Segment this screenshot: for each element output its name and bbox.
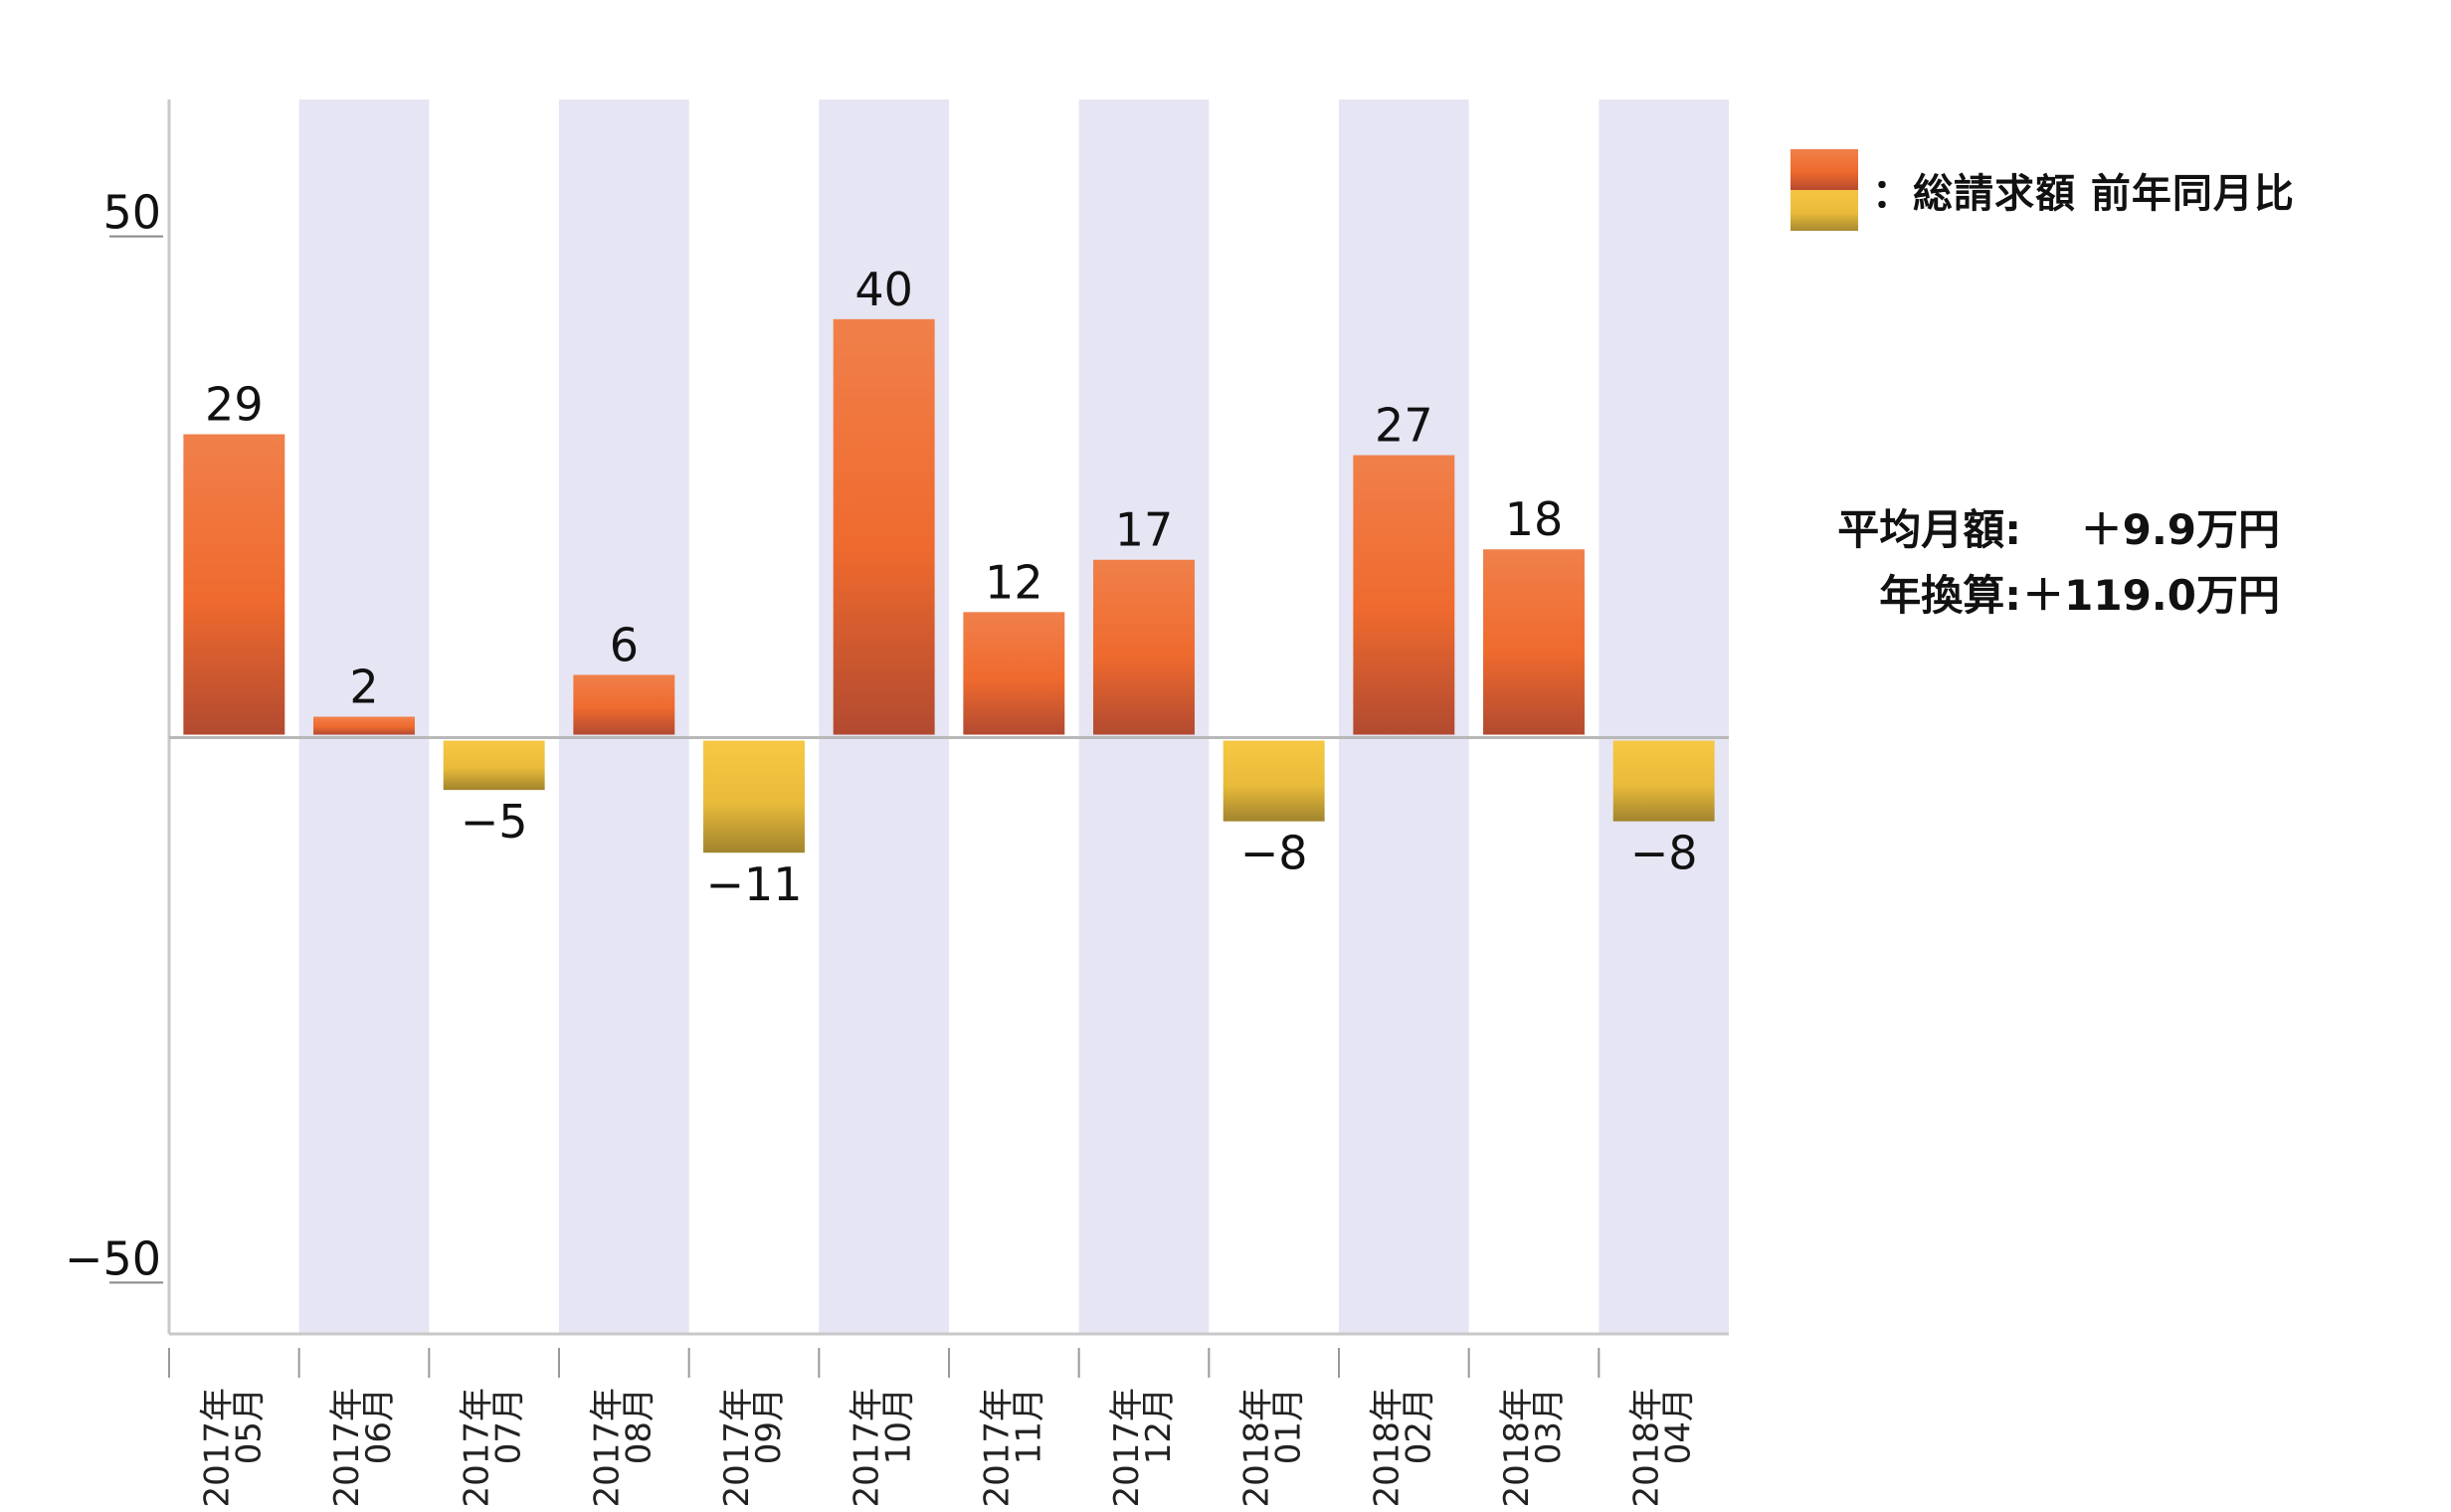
svg-text:12月: 12月 xyxy=(1139,1388,1179,1464)
legend: ：総請求額 前年同月比 xyxy=(1791,149,2295,231)
data-label: 17 xyxy=(1115,503,1174,557)
data-label: 40 xyxy=(854,263,913,316)
legend-label: ：総請求額 前年同月比 xyxy=(1872,171,2295,217)
data-label: −8 xyxy=(1630,827,1698,880)
bar xyxy=(443,740,545,791)
average-label: 平均月額: xyxy=(1837,505,2021,554)
svg-text:2017年: 2017年 xyxy=(587,1388,627,1508)
svg-text:2017年: 2017年 xyxy=(1107,1388,1147,1508)
bar xyxy=(183,434,285,735)
average-row: 平均月額: ＋9.9万円 xyxy=(1792,497,2280,563)
svg-text:2018年: 2018年 xyxy=(1497,1388,1537,1508)
svg-text:03月: 03月 xyxy=(1529,1388,1569,1464)
data-label: 29 xyxy=(205,378,264,432)
data-label: 12 xyxy=(985,555,1043,609)
svg-text:07月: 07月 xyxy=(489,1388,529,1464)
background-band xyxy=(1599,99,1729,1334)
bar xyxy=(313,716,415,735)
annual-label: 年換算: xyxy=(1879,571,2021,620)
data-label: −11 xyxy=(705,857,802,911)
y-tick-label: −50 xyxy=(65,1231,161,1285)
svg-text:2018年: 2018年 xyxy=(1367,1388,1407,1508)
legend-swatch xyxy=(1791,149,1858,231)
bar xyxy=(1483,549,1585,735)
bar xyxy=(1093,559,1195,735)
bar xyxy=(1223,740,1325,822)
data-label: 2 xyxy=(349,661,378,714)
annual-value: ＋119.0万円 xyxy=(2022,571,2280,620)
svg-text:06月: 06月 xyxy=(359,1388,399,1464)
svg-text:2017年: 2017年 xyxy=(717,1388,757,1508)
bar xyxy=(703,740,805,853)
data-label: −8 xyxy=(1240,827,1308,880)
svg-text:04月: 04月 xyxy=(1659,1388,1699,1464)
svg-text:08月: 08月 xyxy=(619,1388,659,1464)
svg-text:05月: 05月 xyxy=(229,1388,269,1464)
svg-text:09月: 09月 xyxy=(749,1388,789,1464)
bar xyxy=(573,674,675,735)
svg-text:2017年: 2017年 xyxy=(977,1388,1017,1508)
bar xyxy=(833,318,935,735)
svg-text:2017年: 2017年 xyxy=(458,1388,497,1508)
data-label: −5 xyxy=(461,795,528,849)
svg-text:11月: 11月 xyxy=(1009,1388,1048,1464)
svg-text:2017年: 2017年 xyxy=(327,1388,367,1508)
svg-text:2018年: 2018年 xyxy=(1237,1388,1277,1508)
bar xyxy=(1612,740,1715,822)
legend-swatch-negative xyxy=(1791,190,1858,231)
summary-panel: 平均月額: ＋9.9万円 年換算: ＋119.0万円 xyxy=(1792,497,2280,629)
average-value: ＋9.9万円 xyxy=(2080,505,2280,554)
bar xyxy=(963,612,1065,735)
y-tick-label: 50 xyxy=(102,186,161,240)
svg-text:2018年: 2018年 xyxy=(1627,1388,1667,1508)
svg-text:2017年: 2017年 xyxy=(197,1388,237,1508)
annual-row: 年換算: ＋119.0万円 xyxy=(1792,563,2280,629)
data-label: 6 xyxy=(610,618,639,671)
svg-text:2017年: 2017年 xyxy=(848,1388,887,1508)
svg-text:02月: 02月 xyxy=(1399,1388,1438,1464)
svg-text:01月: 01月 xyxy=(1269,1388,1309,1464)
svg-text:10月: 10月 xyxy=(879,1388,919,1464)
legend-swatch-positive xyxy=(1791,149,1858,190)
data-label: 18 xyxy=(1505,492,1564,546)
data-label: 27 xyxy=(1375,399,1433,453)
bar xyxy=(1353,455,1455,735)
